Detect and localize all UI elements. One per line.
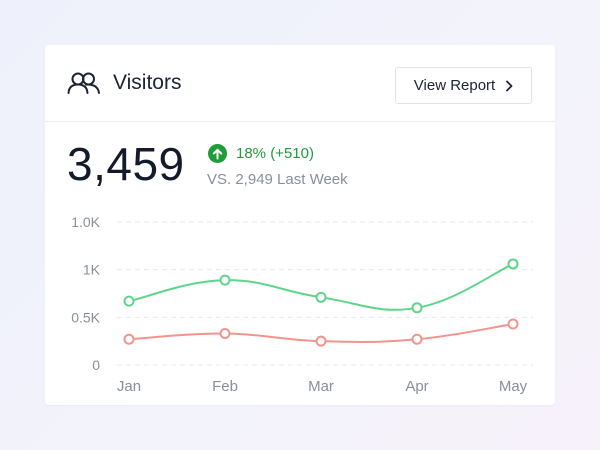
view-report-label: View Report	[413, 77, 496, 94]
visitors-card: Visitors View Report 3,459 18% (+510) VS…	[45, 45, 555, 405]
data-point	[219, 274, 231, 286]
data-point	[123, 295, 135, 307]
y-tick-label: 1K	[83, 262, 101, 278]
card-header: Visitors View Report	[45, 45, 555, 122]
chevron-right-icon	[506, 80, 513, 91]
visitors-line-chart: 0 0.5K 1K 1.0K Jan Feb Mar Apr May	[71, 214, 533, 395]
x-tick-label: Apr	[405, 378, 428, 395]
card-title: Visitors	[113, 71, 182, 94]
data-point	[507, 318, 519, 330]
x-tick-label: May	[499, 378, 528, 395]
x-tick-label: Jan	[117, 378, 141, 395]
data-point	[507, 258, 519, 270]
y-tick-label: 0	[92, 357, 100, 373]
visitor-count: 3,459	[67, 138, 185, 190]
data-point	[123, 333, 135, 345]
arrow-up-icon	[208, 144, 227, 163]
change-indicator: 18% (+510)	[208, 144, 314, 163]
data-point	[315, 291, 327, 303]
x-tick-label: Mar	[308, 378, 334, 395]
series-line-1	[128, 262, 514, 311]
x-tick-label: Feb	[212, 378, 238, 395]
data-point	[411, 302, 423, 314]
change-text: 18% (+510)	[236, 145, 314, 162]
users-icon	[67, 72, 100, 94]
data-point	[219, 328, 231, 340]
view-report-button[interactable]: View Report	[395, 67, 532, 104]
data-point	[411, 333, 423, 345]
y-tick-label: 0.5K	[71, 309, 100, 325]
comparison-text: VS. 2,949 Last Week	[207, 171, 348, 188]
data-point	[315, 335, 327, 347]
y-tick-label: 1.0K	[71, 214, 100, 230]
